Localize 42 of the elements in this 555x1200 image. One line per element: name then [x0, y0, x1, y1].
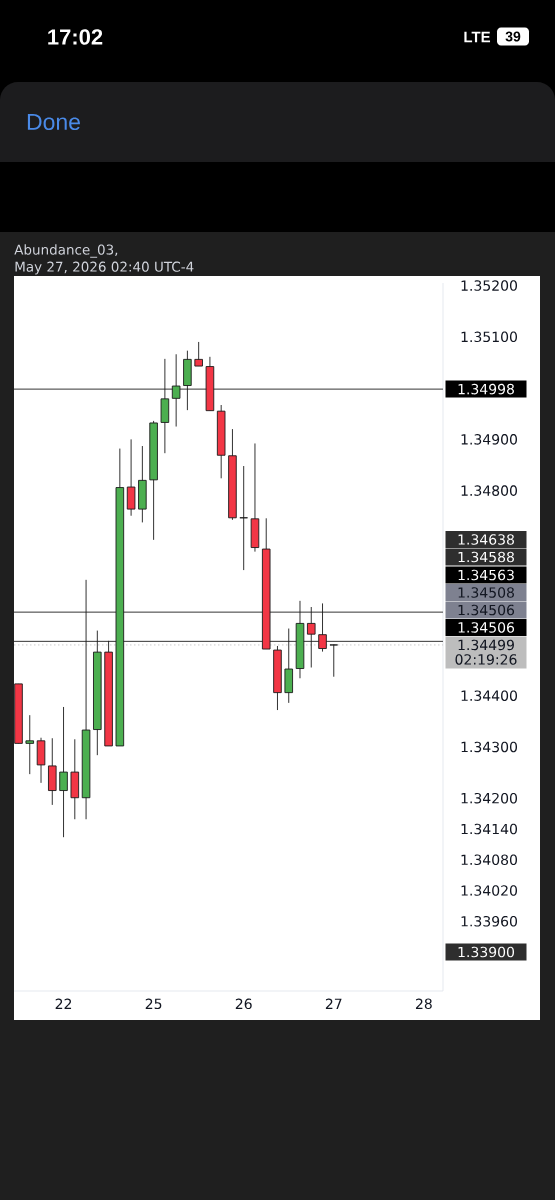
- y-tick-label: 1.34300: [461, 741, 518, 753]
- y-tick-label: 1.34140: [461, 823, 518, 835]
- y-tick-label: 1.34020: [461, 885, 518, 896]
- candlestick: [306, 606, 316, 668]
- ref-line-label: 1.34998: [458, 383, 514, 395]
- text: 1.34638: [458, 534, 514, 545]
- y-tick-label: 1.34080: [461, 854, 518, 866]
- candlestick: [59, 706, 68, 838]
- text: 02:19:26: [455, 654, 517, 665]
- x-tick-label: 26: [235, 998, 252, 1010]
- y-tick-label: 1.35100: [461, 331, 518, 343]
- y-tick-label: 1.35200: [461, 280, 518, 291]
- chart-title: Abundance_03,: [14, 244, 118, 258]
- ref-line-label: 1.34506: [458, 622, 515, 633]
- ref-line-label: 1.34563: [458, 569, 514, 581]
- chart-subtitle: May 27, 2026 02:40 UTC-4: [15, 261, 194, 275]
- candlestick: [329, 643, 339, 678]
- candlestick: [160, 358, 170, 454]
- x-tick-label: 25: [145, 998, 162, 1010]
- x-tick-label: 28: [415, 998, 432, 1010]
- y-tick-label: 1.34200: [461, 792, 518, 804]
- text: 17:02: [48, 29, 103, 45]
- y-tick-label: 1.34900: [461, 434, 518, 445]
- text: 1.34508: [458, 587, 514, 598]
- candlestick: [194, 341, 203, 367]
- x-tick-label: 27: [325, 998, 342, 1009]
- y-tick-label: 1.34400: [461, 690, 518, 701]
- text: Done: [27, 113, 80, 131]
- text: 1.34588: [458, 551, 514, 563]
- ref-line-label: 1.34499: [458, 639, 514, 651]
- candlestick: [25, 714, 35, 775]
- candlestick: [318, 602, 327, 653]
- text: 39: [505, 31, 521, 42]
- x-tick-label: 22: [55, 998, 72, 1009]
- candlestick: [171, 353, 181, 427]
- candlestick: [126, 438, 136, 517]
- text: 1.33900: [458, 946, 515, 958]
- text: LTE: [464, 31, 491, 43]
- y-tick-label: 1.34800: [461, 485, 518, 496]
- y-tick-label: 1.33960: [461, 915, 518, 927]
- candlestick: [284, 628, 294, 704]
- text: 1.34506: [458, 604, 515, 616]
